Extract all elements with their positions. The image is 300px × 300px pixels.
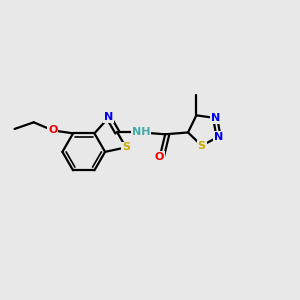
Text: N: N — [211, 113, 220, 123]
Text: S: S — [198, 141, 206, 151]
Text: O: O — [48, 125, 58, 135]
Text: S: S — [122, 142, 130, 152]
Text: N: N — [214, 132, 223, 142]
Text: O: O — [155, 152, 164, 162]
Text: NH: NH — [132, 128, 151, 137]
Text: N: N — [104, 112, 113, 122]
